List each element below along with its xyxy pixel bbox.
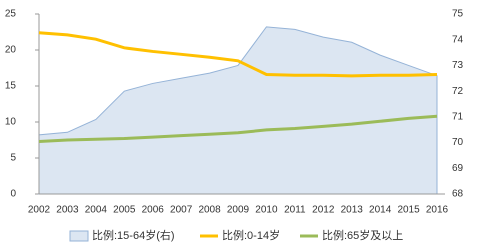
y2-tick-label: 72 [452,86,464,97]
area [38,26,438,195]
y2-tick-label: 74 [452,34,464,45]
y2-tick-label: 71 [452,111,464,122]
x-tick-label: 2016 [426,205,449,216]
y-tick-label: 0 [10,189,16,200]
y-tick-label: 20 [5,45,17,56]
legend-swatch [69,230,89,242]
x-tick-label: 2007 [170,205,193,216]
y-tick-label: 15 [5,81,17,92]
x-tick-label: 2014 [369,205,392,216]
y-tick-label: 5 [10,153,16,164]
x-tick-label: 2012 [312,205,335,216]
x-tick-label: 2006 [142,205,165,216]
y2-tick-label: 73 [452,60,464,71]
x-tick-label: 2011 [284,205,306,216]
y2-tick-label: 68 [452,189,464,200]
x-tick-label: 2004 [85,205,108,216]
legend-label: 比例:15-64岁(右) [92,228,175,242]
x-tick-label: 2013 [341,205,364,216]
y2-tick-label: 69 [452,163,464,174]
x-tick-label: 2009 [227,205,250,216]
line [38,31,438,78]
line [38,114,438,143]
x-tick-label: 2003 [56,205,79,216]
x-tick-label: 2005 [113,205,136,216]
y-tick-label: 25 [5,9,17,20]
x-tick-label: 2002 [28,205,51,216]
legend-label: 比例:0-14岁 [222,228,280,242]
x-tick-label: 2008 [198,205,221,216]
y-tick-label: 10 [5,117,17,128]
legend-label: 比例:65岁及以上 [322,228,403,242]
x-tick-label: 2015 [397,205,420,216]
y2-tick-label: 70 [452,137,464,148]
x-tick-label: 2010 [255,205,278,216]
y2-tick-label: 75 [452,9,464,20]
